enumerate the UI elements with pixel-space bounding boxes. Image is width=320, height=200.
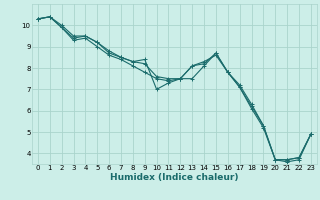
X-axis label: Humidex (Indice chaleur): Humidex (Indice chaleur) bbox=[110, 173, 239, 182]
